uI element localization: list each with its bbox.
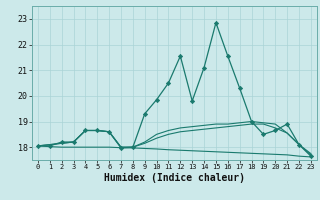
X-axis label: Humidex (Indice chaleur): Humidex (Indice chaleur) [104,173,245,183]
